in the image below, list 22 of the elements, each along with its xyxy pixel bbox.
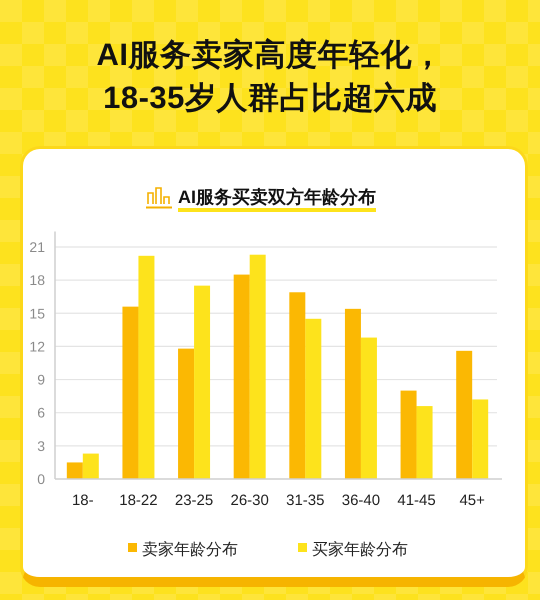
x-tick-label: 18- (72, 492, 94, 509)
x-tick-label: 41-45 (397, 492, 436, 509)
legend-label: 买家年龄分布 (312, 540, 408, 558)
subtitle: AI服务买卖双方年龄分布 (178, 187, 376, 207)
legend-item: 卖家年龄分布 (128, 542, 238, 558)
y-tick-label: 0 (37, 471, 46, 487)
x-tick-label: 18-22 (119, 492, 158, 509)
y-tick-label: 12 (29, 338, 46, 354)
y-tick-label: 15 (29, 305, 46, 322)
y-tick-label: 3 (37, 438, 46, 454)
y-tick-label: 6 (37, 404, 46, 421)
x-tick-label: 36-40 (342, 492, 380, 509)
x-tick-label: 23-25 (174, 492, 214, 509)
legend-item: 买家年龄分布 (298, 542, 408, 558)
y-tick-label: 9 (37, 372, 46, 388)
chart-title: AI服务卖家高度年轻化， 18-35岁人群占比超六成 (96, 36, 444, 117)
y-tick-label: 18 (29, 272, 46, 288)
legend-label: 卖家年龄分布 (142, 540, 238, 558)
y-tick-label: 21 (29, 238, 46, 255)
x-tick-label: 31-35 (286, 492, 324, 509)
x-tick-label: 45+ (459, 492, 486, 509)
x-tick-label: 26-30 (230, 492, 269, 509)
